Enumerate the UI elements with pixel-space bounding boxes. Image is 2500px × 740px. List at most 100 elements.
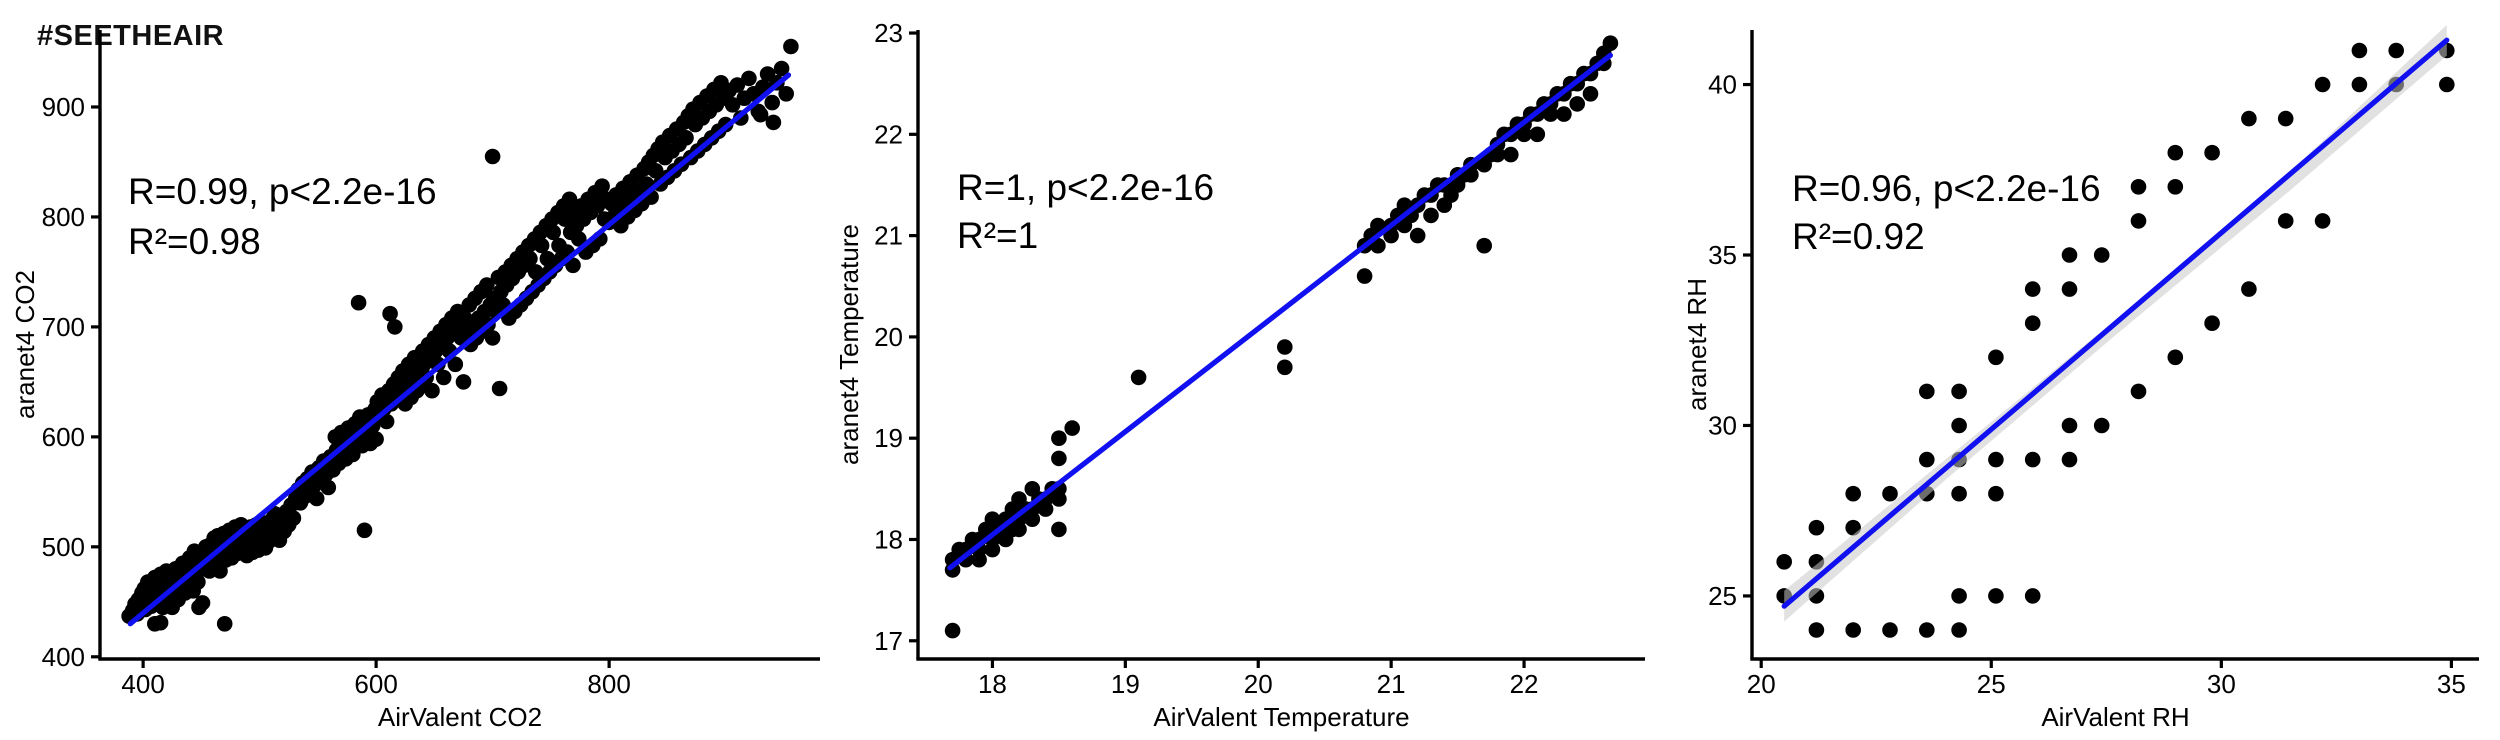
scatter-point bbox=[1503, 146, 1519, 163]
y-axis-title: aranet4 CO2 bbox=[10, 270, 40, 419]
scatter-point bbox=[194, 595, 211, 611]
scatter-point bbox=[1808, 519, 1825, 536]
scatter-point bbox=[1051, 430, 1067, 447]
scatter-point bbox=[2439, 76, 2455, 93]
scatter-point bbox=[2061, 417, 2078, 434]
y-tick-label: 900 bbox=[42, 92, 85, 122]
y-tick-label: 17 bbox=[874, 626, 903, 656]
scatter-point bbox=[484, 330, 501, 346]
scatter-point bbox=[764, 94, 780, 111]
page-title: #SEETHEAIR bbox=[37, 20, 225, 52]
scatter-point bbox=[484, 148, 501, 165]
scatter-point bbox=[741, 70, 757, 87]
scatter-point bbox=[2093, 247, 2110, 263]
x-tick-label: 19 bbox=[1111, 669, 1140, 699]
scatter-point bbox=[378, 413, 395, 430]
scatter-point bbox=[2024, 588, 2041, 604]
scatter-point bbox=[2024, 281, 2041, 297]
scatter-point bbox=[350, 294, 367, 311]
correlation-annotation-line1: R=0.96, p<2.2e-16 bbox=[1792, 168, 2101, 209]
scatter-point bbox=[2130, 179, 2147, 195]
scatter-point bbox=[356, 522, 373, 539]
scatter-point bbox=[2024, 315, 2041, 332]
scatter-point bbox=[2093, 417, 2110, 434]
scatter-point bbox=[2024, 451, 2041, 468]
scatter-point bbox=[1845, 485, 1861, 502]
scatter-point bbox=[773, 60, 790, 77]
y-tick-label: 500 bbox=[42, 532, 85, 562]
x-tick-label: 20 bbox=[1747, 669, 1776, 699]
rh-scatter-points bbox=[1776, 42, 2455, 638]
scatter-point bbox=[455, 374, 472, 390]
y-tick-label: 400 bbox=[42, 642, 85, 672]
y-tick-label: 20 bbox=[874, 322, 903, 352]
scatter-point bbox=[1476, 237, 1492, 254]
scatter-point bbox=[1882, 485, 1898, 502]
y-tick-label: 800 bbox=[42, 202, 85, 232]
y-tick-label: 21 bbox=[874, 221, 903, 251]
x-axis-title: AirValent Temperature bbox=[1153, 702, 1409, 732]
scatter-point bbox=[479, 277, 495, 293]
scatter-point bbox=[2241, 110, 2257, 127]
scatter-point bbox=[1277, 359, 1293, 376]
y-tick-label: 18 bbox=[874, 524, 903, 554]
scatter-point bbox=[1951, 588, 1967, 604]
scatter-point bbox=[752, 106, 769, 123]
scatter-point bbox=[678, 130, 694, 146]
scatter-point bbox=[447, 356, 464, 373]
scatter-point bbox=[1130, 369, 1147, 386]
scatter-point bbox=[1277, 339, 1293, 355]
scatter-point bbox=[1776, 554, 1792, 570]
scatter-point bbox=[368, 431, 384, 447]
scatter-point bbox=[2277, 110, 2294, 127]
x-tick-label: 800 bbox=[587, 669, 630, 699]
scatter-point bbox=[1951, 383, 1967, 400]
y-tick-label: 22 bbox=[874, 119, 903, 149]
scatter-point bbox=[2130, 383, 2147, 400]
y-tick-label: 19 bbox=[874, 423, 903, 453]
scatter-point bbox=[2314, 76, 2331, 93]
co2-scatter-chart: 400 600 800 400 500 600 700 800 900 AirValent CO2… bbox=[0, 0, 833, 740]
scatter-point bbox=[1951, 417, 1967, 434]
scatter-point bbox=[724, 97, 741, 113]
scatter-point bbox=[1064, 420, 1080, 436]
scatter-point bbox=[1423, 207, 1439, 224]
scatter-point bbox=[424, 382, 440, 399]
scatter-point bbox=[1951, 485, 1967, 502]
scatter-point bbox=[1051, 521, 1067, 538]
y-axis-title: aranet4 Temperature bbox=[834, 224, 864, 465]
scatter-point bbox=[2130, 213, 2147, 229]
scatter-point bbox=[1582, 86, 1599, 102]
scatter-point bbox=[1356, 268, 1373, 284]
scatter-point bbox=[190, 574, 206, 590]
scatter-point bbox=[491, 380, 508, 397]
y-tick-label: 30 bbox=[1708, 410, 1737, 440]
scatter-point bbox=[1919, 622, 1935, 638]
scatter-point bbox=[1988, 451, 2004, 468]
y-tick-label: 700 bbox=[42, 312, 85, 342]
scatter-point bbox=[1051, 450, 1067, 467]
scatter-point bbox=[2167, 144, 2184, 161]
scatter-point bbox=[2241, 281, 2257, 297]
y-tick-label: 600 bbox=[42, 422, 85, 452]
co2-scatter-points bbox=[121, 38, 799, 632]
scatter-point bbox=[778, 86, 794, 102]
scatter-point bbox=[565, 257, 581, 274]
scatter-point bbox=[2314, 213, 2331, 229]
rh-scatter-svg: 20 25 30 35 25 30 35 40 AirValent RH aranet4 RH R=… bbox=[1682, 24, 2479, 732]
scatter-point bbox=[308, 490, 325, 507]
x-axis-title: AirValent RH bbox=[2041, 702, 2189, 732]
correlation-annotation-line2: R²=1 bbox=[957, 215, 1038, 256]
scatter-point bbox=[1808, 622, 1825, 638]
scatter-point bbox=[2167, 349, 2184, 366]
scatter-point bbox=[1951, 622, 1967, 638]
scatter-point bbox=[2351, 76, 2368, 93]
y-tick-label: 25 bbox=[1708, 581, 1737, 611]
temperature-scatter-chart: 18 19 20 21 22 17 18 19 20 21 22 23 AirValent Temper… bbox=[833, 0, 1666, 740]
scatter-point bbox=[382, 305, 398, 322]
scatter-point bbox=[2277, 213, 2294, 229]
scatter-point bbox=[216, 616, 233, 632]
regression-line bbox=[127, 72, 792, 627]
correlation-annotation-line1: R=0.99, p<2.2e-16 bbox=[128, 171, 437, 212]
